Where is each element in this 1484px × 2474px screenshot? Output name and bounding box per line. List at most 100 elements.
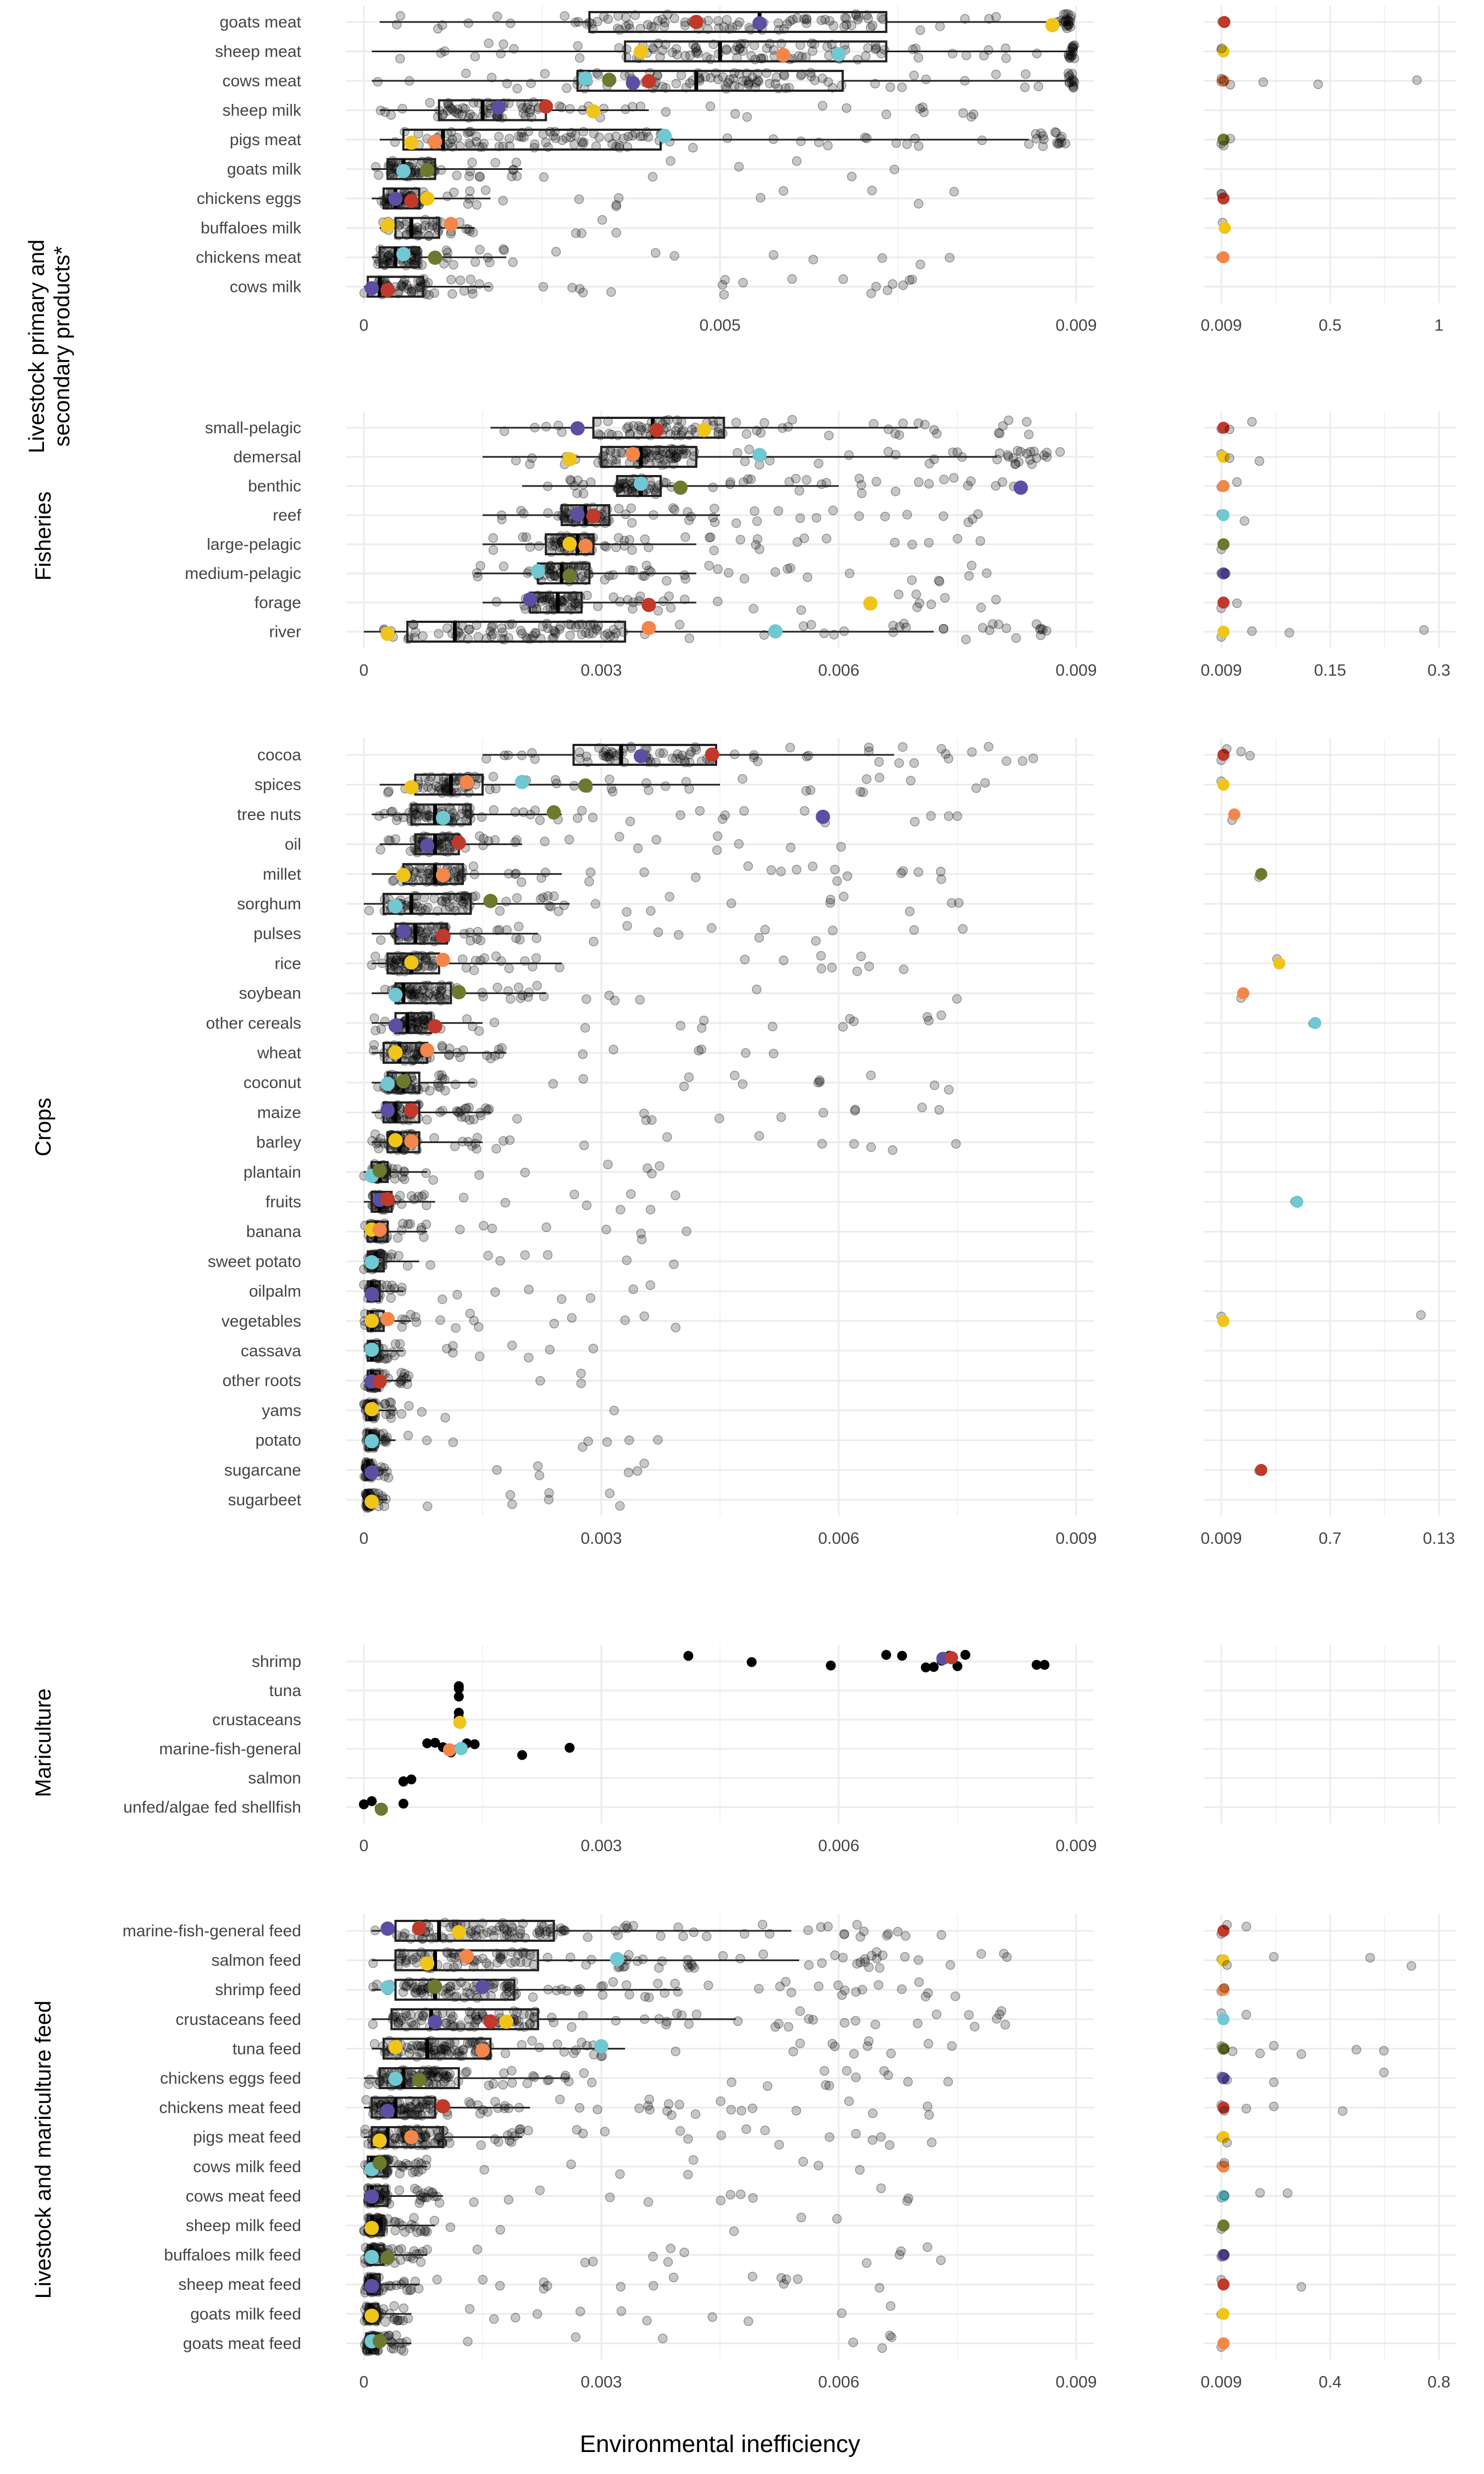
highlight-point [453, 1715, 467, 1729]
data-point [746, 51, 756, 61]
data-point [468, 861, 479, 871]
data-point [623, 131, 633, 142]
category-label: salmon [248, 1769, 301, 1787]
data-point [469, 965, 479, 975]
category-label: chickens meat feed [159, 2099, 301, 2117]
data-point [939, 474, 949, 484]
data-point [960, 1650, 971, 1660]
data-point [622, 52, 632, 62]
category-label: medium-pelagic [185, 565, 301, 583]
highlight-point [641, 74, 656, 89]
x-tick-label: 0 [359, 1529, 369, 1548]
data-point [490, 1287, 500, 1297]
data-point [1060, 139, 1071, 148]
data-point [602, 628, 613, 639]
data-point [913, 867, 923, 877]
data-point [871, 477, 882, 487]
highlight-point [420, 838, 435, 853]
category-label: yams [262, 1401, 301, 1420]
data-point [576, 1368, 586, 1379]
data-point [495, 1952, 506, 1962]
data-point [913, 198, 923, 209]
highlight-point [451, 1925, 466, 1940]
data-point [819, 2066, 829, 2076]
data-point [1057, 131, 1067, 142]
data-point [369, 1013, 379, 1023]
data-point [1038, 141, 1048, 151]
zoom-point [1236, 747, 1246, 756]
category-label: sheep milk [223, 102, 302, 120]
data-point [832, 2214, 842, 2224]
data-point [1028, 753, 1038, 764]
data-point [609, 1405, 619, 1416]
data-point [448, 259, 458, 270]
data-point [844, 450, 854, 460]
highlight-point [649, 423, 664, 438]
data-point [679, 570, 690, 580]
data-point [691, 42, 701, 52]
data-point [1064, 20, 1073, 30]
data-point [854, 12, 863, 22]
data-point [982, 568, 992, 578]
data-point [825, 898, 835, 908]
data-point [824, 430, 834, 440]
data-point [937, 1930, 946, 1940]
highlight-point [634, 749, 648, 764]
highlight-point [380, 1076, 395, 1091]
highlight-point [816, 809, 830, 824]
data-point [534, 1470, 545, 1481]
data-point [1069, 40, 1079, 50]
data-point [571, 228, 581, 238]
data-point [807, 862, 818, 871]
data-point [759, 418, 769, 428]
data-point [802, 14, 812, 24]
zoom-highlight-point [1217, 480, 1230, 492]
data-point [448, 1341, 458, 1351]
data-point [787, 1987, 796, 1997]
highlight-point [388, 899, 403, 914]
data-point [444, 101, 454, 111]
data-point [903, 2077, 913, 2087]
data-point [685, 50, 695, 60]
data-point [733, 2016, 743, 2026]
data-point [657, 14, 667, 24]
category-label: river [269, 623, 301, 641]
data-point [608, 1977, 618, 1987]
data-point [796, 605, 806, 615]
data-point [1056, 137, 1067, 148]
data-point [469, 1739, 480, 1749]
zoom-point [1241, 2009, 1252, 2020]
data-point [964, 571, 974, 581]
data-point [948, 48, 957, 59]
data-point [535, 1376, 545, 1386]
data-point [883, 2070, 893, 2080]
category-label: benthic [248, 477, 301, 495]
data-point [884, 2140, 895, 2150]
data-point [506, 1958, 516, 1968]
data-point [395, 2168, 405, 2179]
data-point [738, 774, 747, 784]
data-point [833, 1980, 843, 1990]
highlight-point [374, 1802, 388, 1816]
data-point [840, 13, 850, 23]
data-point [806, 71, 816, 81]
data-point [902, 510, 912, 520]
data-point [1059, 9, 1069, 20]
highlight-point [396, 868, 411, 882]
data-point [909, 70, 919, 80]
zoom-highlight-point [1291, 1196, 1304, 1208]
data-point [548, 131, 558, 141]
data-point [909, 758, 919, 768]
x-tick-label: 0 [359, 1837, 369, 1855]
data-point [633, 1466, 643, 1476]
highlight-point [396, 1074, 411, 1089]
data-point [830, 1950, 840, 1961]
data-point [856, 951, 866, 962]
data-point [498, 2080, 508, 2090]
data-point [608, 1045, 618, 1054]
data-point [800, 806, 810, 816]
data-point [422, 1115, 432, 1125]
data-point [924, 2110, 934, 2120]
data-point [423, 782, 433, 792]
